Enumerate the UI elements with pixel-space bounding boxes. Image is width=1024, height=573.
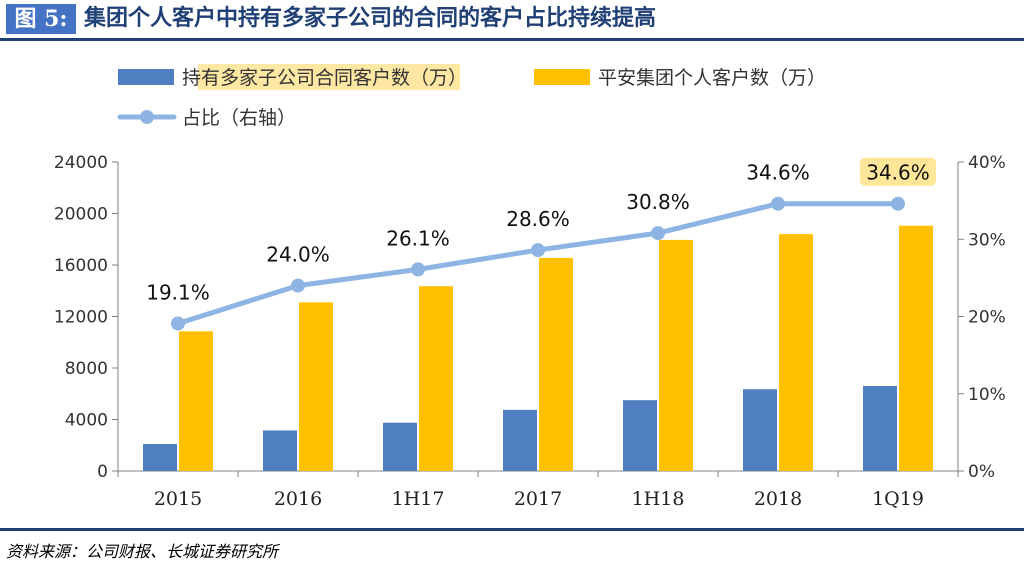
ratio-data-label: 26.1% [386,226,450,250]
ratio-point [651,226,665,241]
y-left-tick-label: 0 [97,462,108,482]
axes: 0 4000 8000 12000 16000 20000 24000 0% 10% 20% 30%… [54,153,1006,510]
ratio-point [171,316,185,331]
legend-label-ratio: 占比（右轴） [182,107,296,129]
bar-total-customers [299,302,333,471]
ratio-data-label: 34.6% [866,161,930,185]
ratio-line [171,196,905,331]
x-tick-label: 1Q19 [872,488,924,510]
bar-multi-contract [263,430,297,471]
y-right-tick-label: 0% [968,462,995,482]
y-right-tick-label: 10% [968,385,1006,405]
ratio-point [891,196,905,211]
ratio-point [771,196,785,211]
ratio-point [531,243,545,258]
bar-total-customers [419,286,453,471]
combo-chart: 持有多家子公司合同客户数（万） 平安集团个人客户数（万） 占比（右轴） 0 4000 8… [54,64,1006,510]
data-label-highlight [860,157,936,186]
y-left-tick-label: 12000 [54,308,108,328]
bar-total-customers [179,331,213,471]
x-tick-label: 2015 [154,488,202,510]
bar-multi-contract [143,443,177,471]
legend-swatch-total [534,69,590,85]
x-tick-label: 2018 [754,488,802,510]
ratio-data-label: 19.1% [146,280,210,304]
bar-multi-contract [503,409,537,471]
figure-title-bar: 图 5: 集团个人客户中持有多家子公司的合同的客户占比持续提高 [0,0,1024,41]
data-labels: 19.1% 24.0% 26.1% 28.6% 30.8% 34.6% 34.6% [146,157,936,304]
bar-total-customers [779,234,813,471]
source-note: 资料来源：公司财报、长城证券研究所 [6,542,279,561]
x-tick-label: 1H18 [632,488,685,510]
legend-marker [140,110,154,124]
ratio-data-label: 30.8% [626,190,690,214]
y-right-tick-label: 20% [968,308,1006,328]
y-left-tick-label: 4000 [65,411,108,431]
y-right-tick-label: 40% [968,153,1006,173]
bar-total-customers [539,257,573,471]
bar-multi-contract [623,400,657,471]
bar-multi-contract [383,422,417,471]
y-right-tick-label: 30% [968,230,1006,250]
y-left-tick-label: 20000 [54,205,108,225]
ratio-data-label: 28.6% [506,207,570,231]
y-left-tick-label: 8000 [65,359,108,379]
bar-total-customers [899,225,933,471]
legend-label-multi: 持有多家子公司合同客户数（万） [182,67,467,89]
ratio-data-label: 34.6% [746,161,810,185]
bar-total-customers [659,239,693,471]
legend: 持有多家子公司合同客户数（万） 平安集团个人客户数（万） 占比（右轴） [117,64,826,129]
figure-number-badge: 图 5: [6,4,76,34]
title-divider [0,38,1024,41]
ratio-point [411,262,425,277]
ratio-data-label: 24.0% [266,243,330,267]
ratio-point [291,278,305,293]
y-left-tick-label: 16000 [54,256,108,276]
x-tick-label: 2016 [274,488,322,510]
y-left-tick-label: 24000 [54,153,108,173]
legend-highlight [198,64,460,90]
x-tick-label: 2017 [514,488,562,510]
bars [143,225,933,471]
footer-divider [0,528,1024,531]
legend-swatch-multi [118,69,174,85]
legend-label-total: 平安集团个人客户数（万） [598,67,826,89]
x-tick-label: 1H17 [392,488,445,510]
bar-multi-contract [863,386,897,471]
bar-multi-contract [743,389,777,471]
figure-title: 集团个人客户中持有多家子公司的合同的客户占比持续提高 [84,6,657,31]
